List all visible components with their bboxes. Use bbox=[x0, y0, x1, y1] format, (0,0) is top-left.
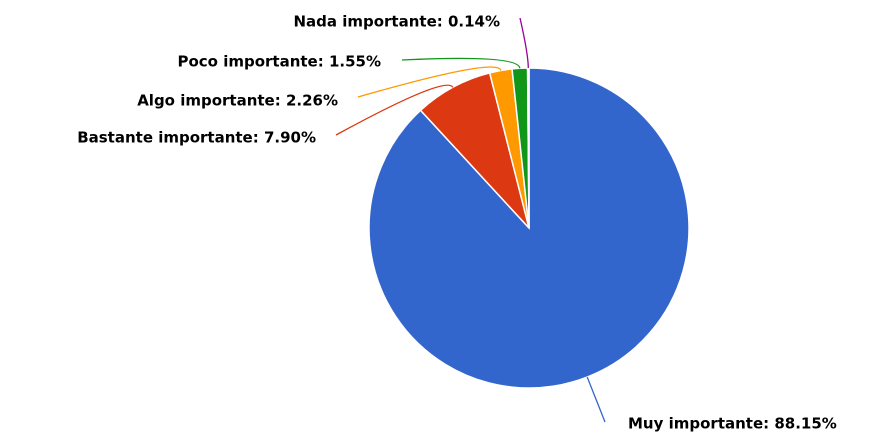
slice-label: Nada importante: 0.14% bbox=[293, 13, 500, 31]
slice-label: Bastante importante: 7.90% bbox=[77, 129, 316, 147]
leader-line bbox=[586, 376, 606, 423]
leader-line bbox=[335, 84, 454, 136]
slice-label: Algo importante: 2.26% bbox=[137, 92, 338, 110]
slice-label: Muy importante: 88.15% bbox=[628, 415, 837, 433]
pie-slice bbox=[526, 67, 530, 229]
leader-line bbox=[401, 57, 521, 69]
slice-label: Poco importante: 1.55% bbox=[177, 53, 381, 71]
leader-line bbox=[357, 66, 502, 98]
leader-line bbox=[519, 17, 529, 69]
